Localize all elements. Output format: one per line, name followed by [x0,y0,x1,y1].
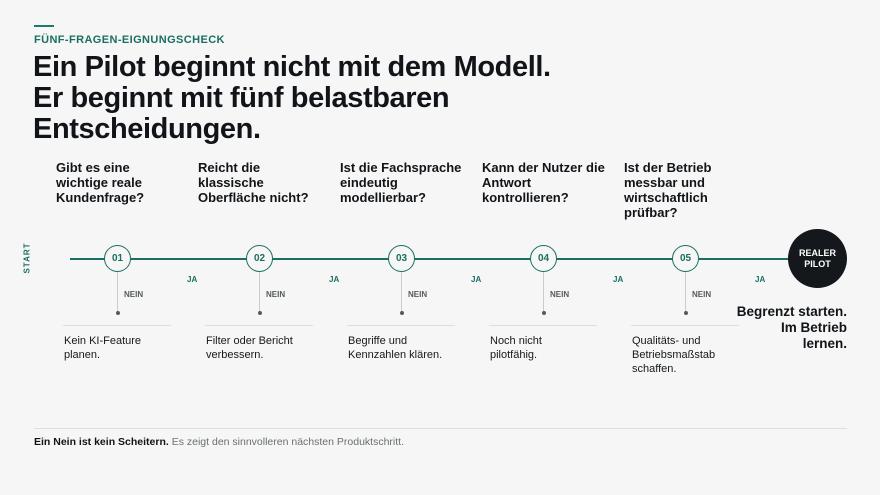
final-line-1: REALER [798,247,836,258]
no-label-4: NEIN [550,290,570,299]
start-label: START [22,242,32,274]
outcome-5: Qualitäts- und Betriebsmaßstab schaffen. [632,335,716,375]
step-circle-2: 02 [246,244,273,272]
outcome-rule-3 [347,325,455,326]
outcome-rule-2 [205,325,313,326]
outcome-4: Noch nicht pilotfähig. [490,335,542,361]
title-line-3: Entscheidungen. [33,113,261,145]
no-label-5: NEIN [692,290,712,299]
step-circle-3: 03 [388,244,415,272]
step-circle-5: 05 [672,244,699,272]
final-line-2: PILOT [804,258,831,269]
no-branch-dot-4 [541,311,546,315]
footer-divider [34,428,847,429]
no-label-2: NEIN [266,290,286,299]
yes-label-4: JA [613,275,624,284]
no-branch-line-5 [685,272,686,312]
footer-text: Es zeigt den sinnvolleren nächsten Produ… [168,436,405,448]
outcome-2: Filter oder Bericht verbessern. [206,335,293,361]
footer-bold: Ein Nein ist kein Scheitern. [34,436,169,448]
title-line-1: Ein Pilot beginnt nicht mit dem Modell. [33,51,551,83]
yes-label-1: JA [187,275,198,284]
no-branch-line-2 [259,272,260,312]
step-circle-1: 01 [104,244,131,272]
no-branch-dot-2 [257,311,262,315]
page-title: Ein Pilot beginnt nicht mit dem Modell. … [33,52,793,145]
outcome-3: Begriffe und Kennzahlen klären. [348,335,443,361]
outcome-1: Kein KI-Feature planen. [64,335,142,361]
question-3: Ist die Fachsprache eindeutig modellierb… [340,160,462,205]
no-label-3: NEIN [408,290,428,299]
yes-label-3: JA [471,275,482,284]
no-branch-dot-5 [683,311,688,315]
footer-note: Ein Nein ist kein Scheitern. Es zeigt de… [34,436,404,448]
no-branch-dot-3 [399,311,404,315]
step-circle-4: 04 [530,244,557,272]
no-branch-line-1 [117,272,118,312]
accent-line [34,25,54,27]
outcome-rule-5 [631,325,739,326]
question-2: Reicht die klassische Oberfläche nicht? [198,160,309,205]
question-1: Gibt es eine wichtige reale Kundenfrage? [56,160,145,205]
eyebrow-label: FÜNF-FRAGEN-EIGNUNGSCHECK [34,34,225,46]
question-5: Ist der Betrieb messbar und wirtschaftli… [624,160,712,220]
timeline-line [70,258,810,260]
title-line-2: Er beginnt mit fünf belastbaren [33,82,450,114]
yes-label-2: JA [329,275,340,284]
yes-label-5: JA [755,275,766,284]
no-branch-line-3 [401,272,402,312]
no-branch-line-4 [543,272,544,312]
final-outcome: Begrenzt starten. Im Betrieb lernen. [736,304,847,351]
outcome-rule-4 [489,325,597,326]
outcome-rule-1 [63,325,171,326]
no-label-1: NEIN [124,290,144,299]
final-pilot-circle: REALER PILOT [788,229,847,288]
no-branch-dot-1 [115,311,120,315]
question-4: Kann der Nutzer die Antwort kontrolliere… [482,160,605,205]
